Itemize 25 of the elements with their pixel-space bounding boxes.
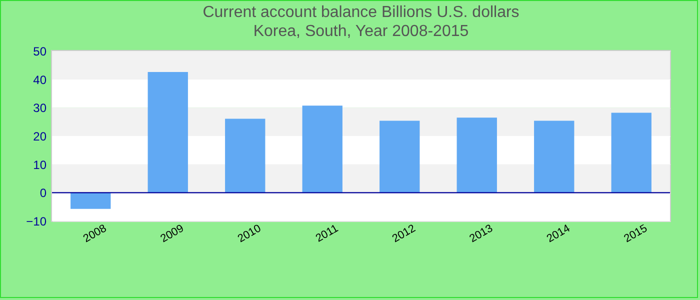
bar bbox=[148, 72, 188, 193]
y-tick-label: 0 bbox=[40, 186, 47, 200]
chart-title: Current account balance Billions U.S. dollars bbox=[202, 4, 520, 21]
bar bbox=[456, 118, 497, 193]
chart-subtitle: Korea, South, Year 2008-2015 bbox=[253, 23, 469, 40]
x-tick-label: 2013 bbox=[468, 222, 495, 246]
bar bbox=[534, 120, 574, 193]
bar bbox=[70, 192, 111, 209]
x-tick-label: 2012 bbox=[390, 222, 418, 246]
x-tick-label: 2011 bbox=[314, 222, 340, 245]
bar bbox=[302, 106, 342, 193]
y-tick-label: −10 bbox=[26, 214, 47, 228]
y-tick-label: 30 bbox=[33, 101, 47, 116]
x-tick-label: 2008 bbox=[81, 222, 109, 246]
bar bbox=[611, 112, 652, 193]
y-tick-label: 50 bbox=[33, 44, 47, 58]
y-tick-label: 10 bbox=[33, 158, 47, 172]
x-tick-label: 2009 bbox=[158, 222, 186, 246]
y-tick-label: 20 bbox=[33, 130, 47, 144]
x-tick-label: 2010 bbox=[236, 222, 264, 246]
x-tick-label: 2014 bbox=[544, 222, 572, 246]
bar bbox=[225, 118, 266, 193]
x-tick-label: 2015 bbox=[622, 222, 650, 246]
bar bbox=[380, 120, 420, 193]
y-tick-label: 40 bbox=[33, 72, 47, 87]
